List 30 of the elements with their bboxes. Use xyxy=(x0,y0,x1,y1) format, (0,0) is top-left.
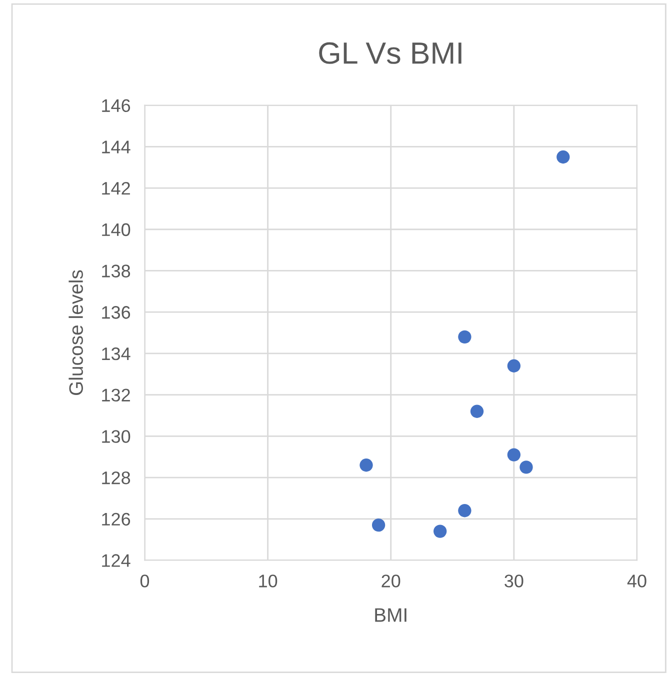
point xyxy=(360,458,373,472)
x-tick-label: 30 xyxy=(504,574,524,588)
y-axis-title: Glucose levels xyxy=(68,270,83,396)
y-tick-label: 140 xyxy=(102,223,130,236)
point xyxy=(556,150,570,164)
x-tick-label: 40 xyxy=(627,574,646,588)
x-tick-label: 0 xyxy=(140,574,150,588)
y-tick-label: 126 xyxy=(102,512,130,526)
x-axis-title: BMI xyxy=(375,608,406,622)
y-tick-label: 128 xyxy=(102,471,130,484)
y-tick-label: 138 xyxy=(102,264,130,278)
point xyxy=(434,524,447,538)
chart-title: GL Vs BMI xyxy=(319,42,462,64)
y-tick-label: 124 xyxy=(102,554,130,567)
y-tick-label: 130 xyxy=(102,430,130,443)
y-tick-label: 136 xyxy=(102,306,130,319)
point xyxy=(458,504,472,518)
point xyxy=(470,404,484,418)
point xyxy=(372,518,386,532)
y-tick-label: 142 xyxy=(102,182,130,195)
y-tick-label: 134 xyxy=(102,347,130,360)
point xyxy=(507,359,521,372)
x-tick-label: 20 xyxy=(382,574,400,588)
x-tick-label: 10 xyxy=(259,574,278,588)
point xyxy=(507,448,521,462)
y-tick-label: 146 xyxy=(102,99,130,112)
y-tick-label: 132 xyxy=(102,388,130,402)
y-tick-label: 144 xyxy=(102,140,130,154)
point xyxy=(458,330,472,344)
point xyxy=(520,460,533,474)
